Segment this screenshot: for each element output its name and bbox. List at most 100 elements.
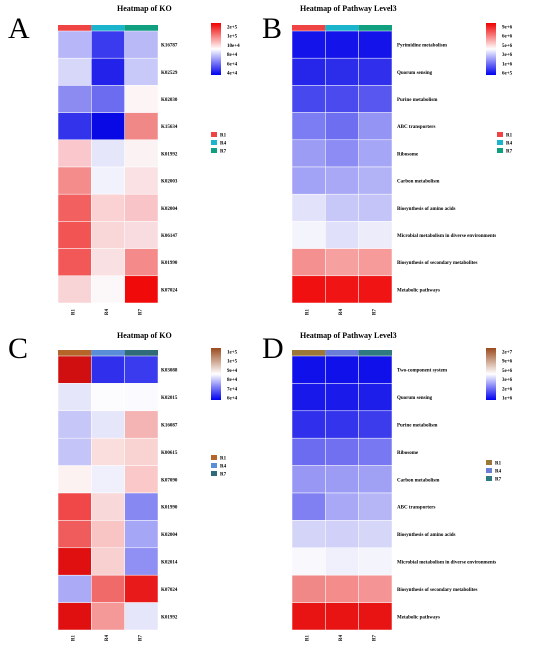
row-label: Biosynthesis of secondary metabolites (397, 588, 477, 593)
heatmap-cell (325, 574, 359, 603)
heatmap-cell (57, 248, 92, 277)
column-color-bar-r1 (58, 25, 92, 31)
column-color-bar-r4 (325, 25, 359, 31)
color-scale-bar (486, 23, 496, 75)
heatmap-cell (291, 193, 326, 222)
row-label: Biosynthesis of amino acids (397, 533, 456, 538)
heatmap-cell (291, 275, 326, 304)
heatmap-cell (57, 574, 92, 603)
color-scale-tick: 1e+5 (227, 360, 238, 365)
row-label: K07024 (161, 588, 178, 593)
heatmap-cell (325, 166, 359, 195)
heatmap-cell (57, 410, 92, 439)
color-scale-tick: 9e+6 (502, 26, 513, 31)
legend-label: R7 (220, 473, 227, 478)
column-color-bar-r1 (58, 350, 92, 356)
row-label: K02004 (161, 533, 178, 538)
heatmap-cell (358, 602, 393, 631)
heatmap-cell (291, 30, 326, 59)
color-scale-tick: 7e+4 (227, 387, 238, 392)
heatmap-cell (325, 437, 359, 466)
heatmap-cell (91, 221, 125, 249)
heatmap-cell (358, 547, 393, 576)
legend-label: R1 (220, 134, 227, 139)
row-label: K01990 (161, 506, 178, 511)
heatmap-cell (91, 465, 125, 494)
row-label: Carbon metabolism (397, 478, 440, 483)
heatmap-cell (358, 166, 393, 195)
column-color-bar-r1 (292, 350, 326, 356)
heatmap-cell (291, 437, 326, 466)
chart-title-a: Heatmap of KO (117, 4, 172, 13)
color-scale-tick: 6e+6 (502, 35, 513, 40)
heatmap-cell (57, 275, 92, 304)
heatmap-cell (325, 383, 359, 412)
heatmap-cell (358, 275, 393, 304)
heatmap-cell (358, 248, 393, 277)
heatmap-cell (91, 85, 125, 113)
column-label: R4 (339, 634, 344, 641)
legend-label: R7 (220, 150, 227, 155)
panel-label-b: B (262, 12, 283, 45)
heatmap-cell (291, 465, 326, 494)
heatmap-cell (57, 30, 92, 59)
heatmap-cell (91, 248, 125, 277)
color-scale-tick: 2e+6 (502, 387, 513, 392)
heatmap-cell (291, 248, 326, 277)
heatmap-cell (57, 85, 92, 113)
legend-label: R7 (495, 478, 502, 483)
heatmap-cell (91, 57, 125, 86)
heatmap-cell (325, 355, 359, 384)
heatmap-cell (358, 574, 393, 603)
column-color-bar-r1 (292, 25, 326, 31)
row-label: K07024 (161, 288, 178, 293)
color-scale-tick: 9e+4 (227, 369, 238, 374)
column-label: R4 (339, 308, 344, 315)
color-scale-tick: 9e+6 (502, 360, 513, 365)
legend-swatch (211, 463, 217, 468)
heatmap-cell (91, 166, 125, 195)
row-label: Purine metabolism (397, 98, 438, 103)
legend-label: R1 (506, 134, 513, 139)
color-scale-bar (211, 348, 221, 400)
heatmap-cell (325, 520, 359, 549)
legend-label: R4 (495, 470, 502, 475)
legend-swatch (211, 471, 217, 476)
chart-title-c: Heatmap of KO (117, 331, 172, 340)
heatmap-cell (124, 547, 159, 576)
column-color-bar-r4 (325, 350, 359, 356)
heatmap-cell (124, 383, 159, 412)
heatmap-cell (291, 139, 326, 168)
color-scale-tick: 6e+4 (227, 397, 238, 402)
heatmap-cell (124, 355, 159, 384)
color-scale-tick: 10e+4 (227, 44, 240, 49)
heatmap-cell (291, 492, 326, 521)
row-label: Metabolic pathways (397, 288, 440, 293)
heatmap-cell (291, 383, 326, 412)
heatmap-cell (91, 574, 125, 603)
heatmap-cell (91, 437, 125, 466)
panel-label-d: D (262, 332, 284, 365)
color-scale-tick: 4e+4 (227, 72, 238, 77)
row-label: K07090 (161, 478, 178, 483)
row-label: K02003 (161, 180, 178, 185)
color-scale-tick: 1e+5 (227, 35, 238, 40)
heatmap-cell (124, 193, 159, 222)
row-label: Quorum sensing (397, 71, 433, 76)
row-label: Ribosome (397, 152, 419, 157)
color-scale-tick: 1e+6 (502, 62, 513, 67)
heatmap-cell (57, 492, 92, 521)
column-color-bar-r7 (124, 350, 158, 356)
color-scale-tick: 3e+6 (502, 53, 513, 58)
heatmap-cell (91, 112, 125, 141)
heatmap-cell (57, 602, 92, 631)
legend-swatch (497, 148, 503, 153)
heatmap-cell (358, 465, 393, 494)
heatmap-cell (358, 383, 393, 412)
row-label: K06147 (161, 234, 178, 239)
heatmap-cell (91, 520, 125, 549)
heatmap-cell (57, 193, 92, 222)
